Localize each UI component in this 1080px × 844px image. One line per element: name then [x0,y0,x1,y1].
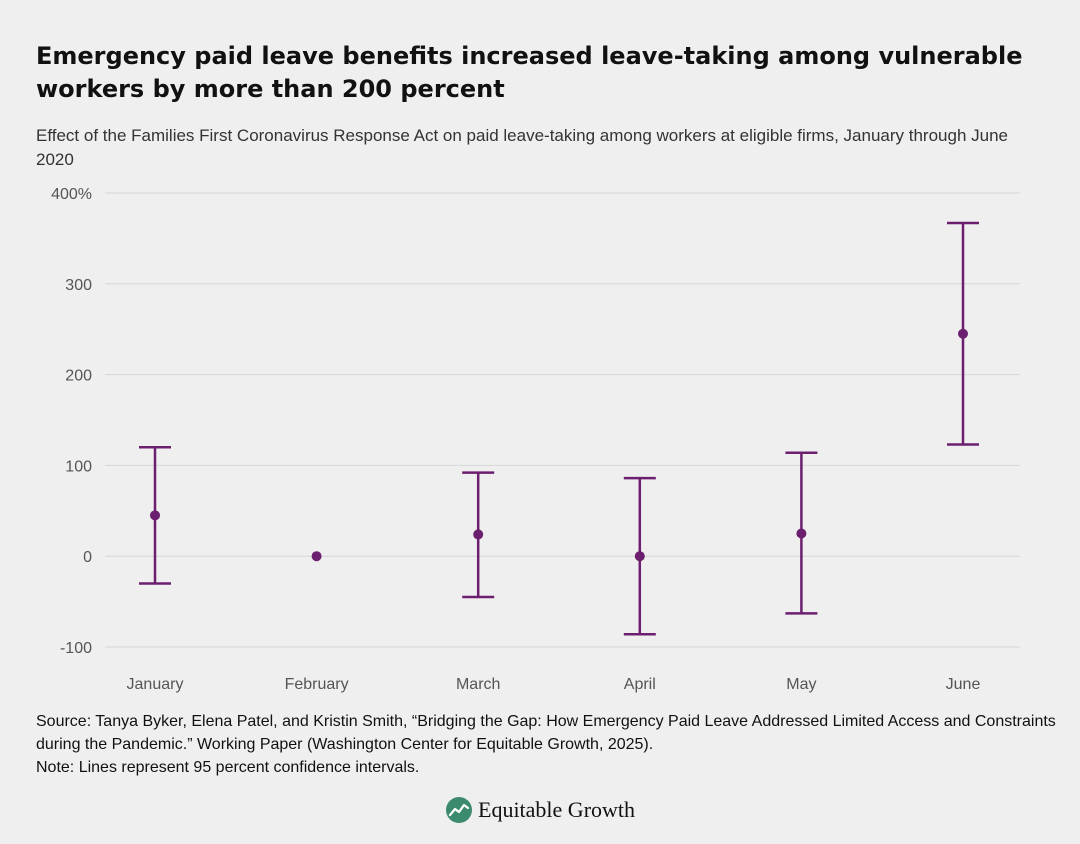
chart-plot: -100 0 100 200 300 400% January February March Ap… [51,186,1020,693]
x-tick-label: June [946,676,981,693]
data-point [150,510,160,521]
logo-text: Equitable Growth [478,797,636,822]
source-text: Source: Tanya Byker, Elena Patel, and Kr… [36,713,1056,753]
chart-subtitle: Effect of the Families First Coronavirus… [36,126,1008,169]
chart-title: Emergency paid leave benefits increased … [36,42,1023,103]
x-tick-label: April [624,676,656,693]
y-tick-label: 400% [51,186,92,203]
data-point [796,528,807,539]
note-text: Note: Lines represent 95 percent confide… [36,759,420,776]
data-point [958,328,968,339]
logo: Equitable Growth [446,796,635,824]
data-point [311,551,322,562]
chart-footer: Source: Tanya Byker, Elena Patel, and Kr… [36,710,1056,779]
y-tick-label: 300 [65,277,92,294]
equitable-growth-logo-icon [446,797,472,823]
y-tick-label: -100 [60,640,92,657]
y-tick-label: 100 [65,458,92,475]
x-tick-label: February [285,676,349,693]
data-point [473,529,484,540]
y-tick-label: 0 [83,549,92,566]
x-tick-label: January [127,676,184,693]
x-tick-label: May [786,676,816,693]
data-point [634,551,645,562]
x-tick-label: March [456,676,500,693]
y-tick-label: 200 [65,368,92,385]
